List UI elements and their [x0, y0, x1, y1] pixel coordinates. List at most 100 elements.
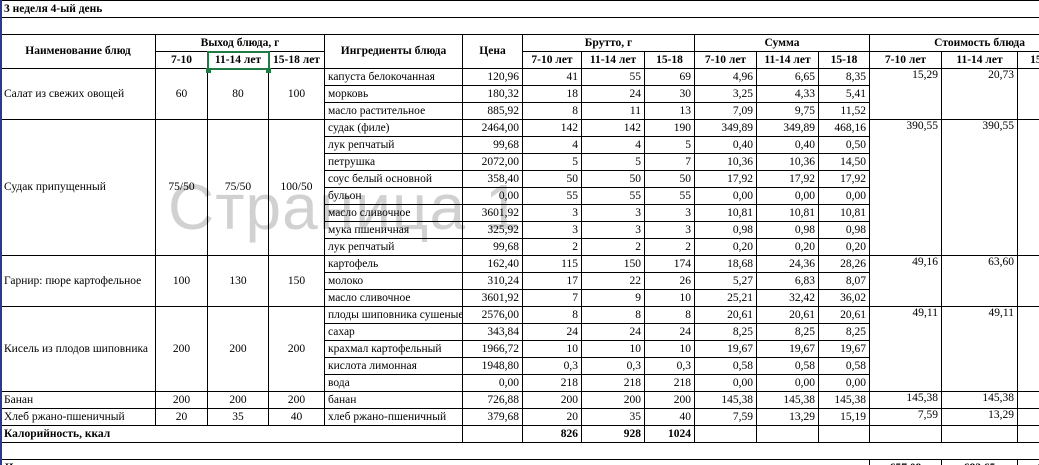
ingredient-gross-cell[interactable]: 3	[522, 221, 582, 239]
calories-value-7-10[interactable]: 826	[522, 425, 582, 443]
ingredient-sum-cell[interactable]: 8,25	[756, 323, 819, 341]
ingredient-price-cell[interactable]: 120,96	[462, 68, 523, 86]
ingredient-sum-cell[interactable]: 10,81	[756, 204, 819, 222]
ingredient-sum-cell[interactable]: 4,96	[694, 68, 757, 86]
dish-cost-cell[interactable]: 72,34	[1016, 255, 1039, 307]
dish-yield-cell[interactable]: 200	[155, 306, 208, 392]
ingredient-sum-cell[interactable]: 13,29	[756, 408, 819, 426]
ingredient-sum-cell[interactable]: 0,40	[694, 136, 757, 154]
ingredient-gross-cell[interactable]: 150	[581, 255, 645, 273]
calories-value-11-14[interactable]: 928	[581, 425, 645, 443]
ingredient-sum-cell[interactable]: 0,00	[756, 374, 819, 392]
header-dish-name[interactable]: Наименование блюд	[0, 34, 156, 69]
ingredient-name-cell[interactable]: масло сливочное	[324, 289, 463, 307]
ingredient-gross-cell[interactable]: 4	[522, 136, 582, 154]
ingredient-gross-cell[interactable]: 174	[644, 255, 695, 273]
dish-name-cell[interactable]: Судак припущенный	[0, 119, 156, 256]
ingredient-gross-cell[interactable]: 218	[522, 374, 582, 392]
header-gross-7-10[interactable]: 7-10 лет	[522, 51, 582, 69]
ingredient-sum-cell[interactable]: 349,89	[756, 119, 819, 137]
dish-cost-cell[interactable]: 49,16	[869, 255, 942, 307]
ingredient-gross-cell[interactable]: 2	[522, 238, 582, 256]
dish-yield-cell[interactable]: 100	[155, 255, 208, 307]
ingredient-gross-cell[interactable]: 69	[644, 68, 695, 86]
ingredient-gross-cell[interactable]: 10	[581, 340, 645, 358]
ingredient-sum-cell[interactable]: 3,25	[694, 85, 757, 103]
table-row[interactable]: масло сливочное 3601,92 7 9 10 25,21 32,42 36,0…	[1, 289, 1039, 307]
dish-cost-cell[interactable]: 63,60	[941, 255, 1018, 307]
ingredient-price-cell[interactable]: 99,68	[462, 238, 523, 256]
ingredient-sum-cell[interactable]: 20,61	[818, 306, 870, 324]
ingredient-gross-cell[interactable]: 2	[644, 238, 695, 256]
ingredient-gross-cell[interactable]: 9	[581, 289, 645, 307]
ingredient-gross-cell[interactable]: 50	[522, 170, 582, 188]
ingredient-gross-cell[interactable]: 200	[644, 391, 695, 409]
header-sum-15-18[interactable]: 15-18	[818, 51, 870, 69]
ingredient-price-cell[interactable]: 726,88	[462, 391, 523, 409]
ingredient-price-cell[interactable]: 3601,92	[462, 289, 523, 307]
ingredient-price-cell[interactable]: 2464,00	[462, 119, 523, 137]
table-row[interactable]: вода 0,00 218 218 218 0,00 0,00 0,00	[1, 374, 1039, 392]
table-row[interactable]: сахар 343,84 24 24 24 8,25 8,25 8,25	[1, 323, 1039, 341]
header-sum-group[interactable]: Сумма	[694, 34, 870, 52]
ingredient-sum-cell[interactable]: 25,21	[694, 289, 757, 307]
selection-handle-left[interactable]	[205, 67, 211, 73]
ingredient-sum-cell[interactable]: 10,36	[756, 153, 819, 171]
ingredient-sum-cell[interactable]: 468,16	[818, 119, 870, 137]
ingredient-gross-cell[interactable]: 20	[522, 408, 582, 426]
ingredient-name-cell[interactable]: картофель	[324, 255, 463, 273]
dish-yield-cell[interactable]: 60	[155, 68, 208, 120]
ingredient-gross-cell[interactable]: 22	[581, 272, 645, 290]
ingredient-sum-cell[interactable]: 0,00	[818, 374, 870, 392]
calories-value-15-18[interactable]: 1024	[644, 425, 695, 443]
ingredient-gross-cell[interactable]: 10	[644, 340, 695, 358]
ingredient-gross-cell[interactable]: 40	[644, 408, 695, 426]
ingredient-sum-cell[interactable]: 15,19	[818, 408, 870, 426]
ingredient-name-cell[interactable]: молоко	[324, 272, 463, 290]
ingredient-name-cell[interactable]: петрушка	[324, 153, 463, 171]
ingredient-gross-cell[interactable]: 55	[581, 68, 645, 86]
ingredient-sum-cell[interactable]: 0,00	[694, 187, 757, 205]
ingredient-gross-cell[interactable]: 24	[522, 323, 582, 341]
ingredient-price-cell[interactable]: 379,68	[462, 408, 523, 426]
ingredient-sum-cell[interactable]: 0,58	[694, 357, 757, 375]
header-yield-11-14[interactable]: 11-14 лет	[207, 51, 269, 69]
ingredient-sum-cell[interactable]: 0,00	[818, 187, 870, 205]
header-price[interactable]: Цена	[462, 34, 523, 69]
dish-yield-cell[interactable]: 75/50	[207, 119, 269, 256]
ingredient-sum-cell[interactable]: 7,59	[694, 408, 757, 426]
dish-yield-cell[interactable]: 35	[207, 408, 269, 426]
ingredient-gross-cell[interactable]: 142	[581, 119, 645, 137]
ingredient-gross-cell[interactable]: 17	[522, 272, 582, 290]
ingredient-name-cell[interactable]: судак (филе)	[324, 119, 463, 137]
ingredient-gross-cell[interactable]: 142	[522, 119, 582, 137]
ingredient-gross-cell[interactable]: 24	[644, 323, 695, 341]
summary-row[interactable]: Итого цена рациона657,09682,65820,36	[0, 459, 1039, 465]
dish-yield-cell[interactable]: 150	[268, 255, 325, 307]
ingredient-price-cell[interactable]: 99,68	[462, 136, 523, 154]
dish-cost-cell[interactable]: 15,29	[869, 68, 942, 120]
ingredient-sum-cell[interactable]: 28,26	[818, 255, 870, 273]
ingredient-gross-cell[interactable]: 55	[644, 187, 695, 205]
ingredient-gross-cell[interactable]: 3	[522, 204, 582, 222]
ingredient-gross-cell[interactable]: 30	[644, 85, 695, 103]
calories-row[interactable]: Калорийность, ккал 826 928 1024	[0, 425, 1039, 443]
ingredient-price-cell[interactable]: 343,84	[462, 323, 523, 341]
ingredient-sum-cell[interactable]: 17,92	[694, 170, 757, 188]
ingredient-sum-cell[interactable]: 8,07	[818, 272, 870, 290]
dish-cost-cell[interactable]: 390,55	[869, 119, 942, 256]
ingredient-sum-cell[interactable]: 0,20	[694, 238, 757, 256]
ingredient-name-cell[interactable]: лук репчатый	[324, 136, 463, 154]
ingredient-gross-cell[interactable]: 13	[644, 102, 695, 120]
ingredient-gross-cell[interactable]: 218	[581, 374, 645, 392]
table-row[interactable]: Кисель из плодов шиповника 200 200 200 плоды…	[0, 306, 1039, 392]
ingredient-name-cell[interactable]: сахар	[324, 323, 463, 341]
ingredient-sum-cell[interactable]: 19,67	[756, 340, 819, 358]
ingredient-sum-cell[interactable]: 10,36	[694, 153, 757, 171]
ingredient-sum-cell[interactable]: 20,61	[694, 306, 757, 324]
ingredient-sum-cell[interactable]: 0,98	[756, 221, 819, 239]
dish-yield-cell[interactable]: 200	[207, 391, 269, 409]
ingredient-gross-cell[interactable]: 18	[522, 85, 582, 103]
